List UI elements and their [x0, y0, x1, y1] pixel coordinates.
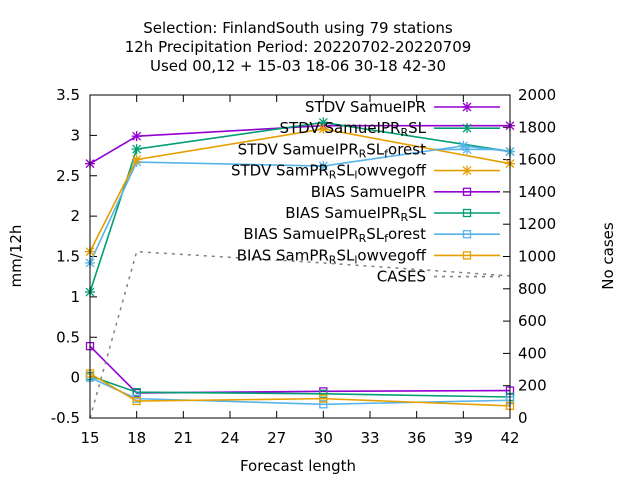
data-point: [319, 394, 328, 403]
y2-tick-label: 0: [518, 409, 528, 427]
y2-axis-title: No cases: [599, 222, 617, 290]
y2-tick-label: 200: [518, 377, 547, 395]
legend-label: STDV SamueIPR: [305, 98, 426, 116]
legend-label: CASES: [377, 268, 426, 286]
legend-entry-3: STDV SamPRRSLlowvegoff: [231, 162, 500, 182]
legend-marker: [462, 251, 472, 260]
series-4: [85, 341, 515, 398]
y-tick-label: 1.5: [56, 248, 80, 266]
series-8: [89, 250, 511, 419]
y2-tick-label: 400: [518, 344, 547, 362]
x-axis-title: Forecast length: [240, 457, 356, 475]
legend-marker: [462, 123, 472, 134]
x-tick-label: 39: [454, 429, 473, 447]
legend-entry-1: STDV SamueIPRRSL: [280, 119, 500, 139]
legend-label: STDV SamPRRSLlowvegoff: [231, 162, 427, 182]
data-point: [318, 123, 329, 134]
legend-entry-8: CASES: [377, 268, 500, 286]
legend-label: STDV SamueIPRRSL: [280, 119, 427, 139]
legend-label: BIAS SamueIPRRSL: [285, 204, 426, 224]
x-tick-label: 27: [267, 429, 286, 447]
y2-tick-label: 600: [518, 312, 547, 330]
title-line-3: Used 00,12 + 15-03 18-06 30-18 42-30: [150, 57, 446, 75]
series-line: [89, 128, 511, 253]
x-tick-label: 36: [407, 429, 426, 447]
series-line: [89, 345, 511, 394]
legend-marker: [462, 165, 472, 176]
x-tick-label: 30: [314, 429, 333, 447]
data-point: [319, 400, 328, 409]
x-tick-label: 15: [80, 429, 99, 447]
legend-marker: [462, 230, 472, 239]
legend-entry-4: BIAS SamueIPR: [311, 183, 500, 201]
data-point: [131, 131, 142, 142]
y-axis-title: mm/12h: [7, 225, 25, 288]
legend-marker: [462, 208, 472, 218]
series-line: [89, 375, 511, 398]
chart-title: Selection: FinlandSouth using 79 station…: [125, 19, 472, 75]
legend-entry-0: STDV SamueIPR: [305, 98, 500, 116]
legend-marker: [462, 102, 472, 112]
plot-frame: [89, 94, 511, 419]
data-point: [131, 154, 142, 165]
y2-tick-label: 1000: [518, 248, 556, 266]
legend-label: BIAS SamueIPR: [311, 183, 426, 201]
x-tick-label: 42: [500, 429, 519, 447]
legend-marker: [462, 144, 472, 155]
legend-entry-2: STDV SamueIPRRSLforest: [238, 140, 500, 161]
legend-label: BIAS SamPRRSLlowvegoff: [237, 246, 427, 266]
legend-entry-6: BIAS SamueIPRRSLforest: [243, 225, 500, 245]
series-5: [85, 371, 515, 402]
legend-label: BIAS SamueIPRRSLforest: [243, 225, 426, 245]
legend-entry-7: BIAS SamPRRSLlowvegoff: [237, 246, 500, 267]
data-point: [131, 144, 142, 155]
x-tick-label: 18: [127, 429, 146, 447]
data-point: [319, 389, 328, 398]
x-tick-label: 21: [174, 429, 193, 447]
y-tick-label: 3: [70, 126, 80, 144]
y-tick-label: 0.5: [56, 328, 80, 346]
title-line-2: 12h Precipitation Period: 20220702-20220…: [125, 38, 472, 56]
y-tick-label: 3.5: [56, 86, 80, 104]
y2-tick-label: 800: [518, 280, 547, 298]
series-line: [89, 121, 511, 293]
series-line: [89, 372, 511, 407]
y2-tick-label: 1600: [518, 151, 556, 169]
series-line: [89, 124, 510, 165]
y2-tick-label: 1200: [518, 215, 556, 233]
y-tick-label: -0.5: [51, 409, 80, 427]
legend-label: STDV SamueIPRRSLforest: [238, 140, 426, 160]
y-tick-label: 1: [70, 288, 80, 306]
x-tick-label: 24: [220, 429, 239, 447]
y2-tick-label: 2000: [518, 86, 556, 104]
legend-entry-5: BIAS SamueIPRRSL: [285, 204, 500, 224]
title-line-1: Selection: FinlandSouth using 79 station…: [143, 19, 453, 37]
axis-ticks: -0.5 0 0.5 1 1.5 2 2.5 3 3.5 0 200 400 600 800 1000 120…: [51, 86, 556, 447]
y2-tick-label: 1400: [518, 183, 556, 201]
data-point: [132, 396, 141, 406]
y-tick-label: 2.5: [56, 167, 80, 185]
x-tick-label: 33: [360, 429, 379, 447]
legend-marker: [462, 187, 472, 196]
series-line: [89, 250, 511, 419]
y2-tick-label: 1800: [518, 118, 556, 136]
y-tick-label: 0: [70, 369, 80, 387]
data-point: [318, 161, 329, 172]
y-tick-label: 2: [70, 207, 80, 225]
